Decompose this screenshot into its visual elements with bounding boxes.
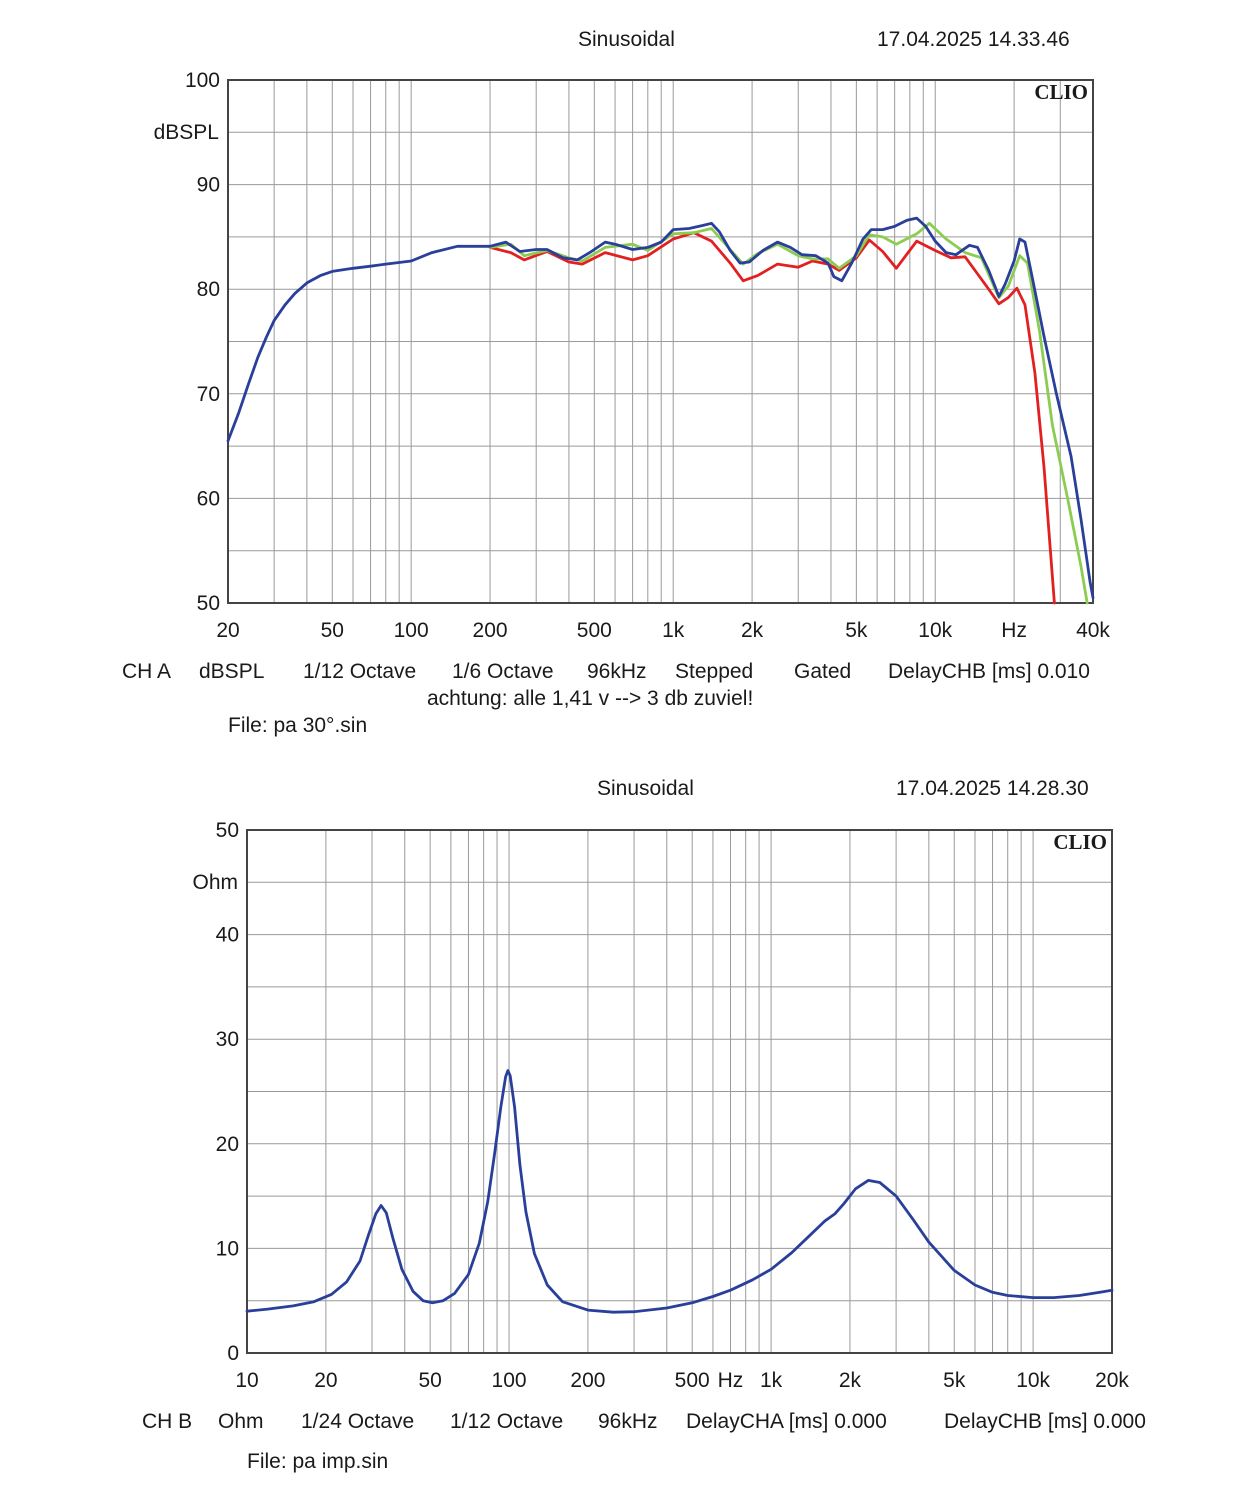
y-tick-label: 100	[185, 69, 220, 92]
y-tick-label: 50	[216, 819, 239, 842]
footer-smoothing-1: 1/24 Octave	[301, 1410, 415, 1433]
footer-unit: dBSPL	[199, 660, 265, 683]
x-tick-label: 40k	[1076, 619, 1110, 642]
series-line-0	[245, 1069, 1114, 1314]
x-tick-label: 20k	[1095, 1369, 1129, 1392]
x-tick-label: 500	[577, 619, 612, 642]
plot-frame	[246, 829, 1113, 1354]
footer-note: achtung: alle 1,41 v --> 3 db zuviel!	[427, 687, 754, 710]
x-tick-label: 100	[394, 619, 429, 642]
y-unit-label: Ohm	[192, 871, 238, 894]
y-tick-label: 90	[197, 174, 220, 197]
x-tick-label: 20	[216, 619, 239, 642]
footer-rate: 96kHz	[598, 1410, 658, 1433]
y-tick-label: 60	[197, 487, 220, 510]
plot-frame	[227, 79, 1094, 604]
x-tick-label: 20	[314, 1369, 337, 1392]
x-tick-label: 2k	[839, 1369, 862, 1392]
y-tick-label: 0	[227, 1342, 239, 1365]
footer-delay-b: DelayCHB [ms] 0.000	[944, 1410, 1146, 1433]
x-tick-label: 2k	[741, 619, 764, 642]
y-tick-label: 20	[216, 1133, 239, 1156]
x-tick-label: 200	[473, 619, 508, 642]
x-tick-label: 10k	[1016, 1369, 1050, 1392]
x-tick-label: Hz	[1001, 619, 1027, 642]
x-tick-label: 100	[492, 1369, 527, 1392]
x-tick-label: 5k	[845, 619, 868, 642]
y-tick-label: 70	[197, 383, 220, 406]
y-tick-label: 40	[216, 924, 239, 947]
footer-mode-2: Gated	[794, 660, 852, 683]
footer-smoothing-1: 1/12 Octave	[303, 660, 417, 683]
footer-mode-1: Stepped	[675, 660, 754, 683]
clio-brand-label: CLIO	[1034, 80, 1088, 104]
footer-channel: CH B	[142, 1410, 193, 1433]
x-tick-label: 50	[321, 619, 344, 642]
y-tick-label: 50	[197, 592, 220, 615]
x-tick-label: 1k	[662, 619, 685, 642]
y-tick-label: 30	[216, 1028, 239, 1051]
footer-file: File: pa 30°.sin	[228, 714, 368, 737]
clio-brand-label: CLIO	[1053, 830, 1107, 854]
footer-delay-b-clip: DelayCHB [ms] 0.000	[944, 1410, 1166, 1436]
chart-mode-label: Sinusoidal	[597, 777, 694, 800]
impedance-chart: 10 20 50 100 200 500 Hz 1k 2k 5k 10k 20k50403020100…	[192, 819, 1129, 1392]
footer-delay: DelayCHB [ms] 0.010	[888, 660, 1090, 683]
x-tick-label: 200	[570, 1369, 605, 1392]
x-tick-label: 5k	[943, 1369, 966, 1392]
x-tick-label: 500	[675, 1369, 710, 1392]
footer-file: File: pa imp.sin	[247, 1450, 389, 1473]
footer-channel: CH A	[122, 660, 172, 683]
frequency-response-chart: 20 50 100 200 500 1k 2k 5k 10k Hz 40k 100 90 80 70 60 50…	[154, 69, 1111, 642]
x-tick-label: 50	[418, 1369, 441, 1392]
x-tick-label: 10	[235, 1369, 258, 1392]
y-tick-label: 80	[197, 278, 220, 301]
chart-timestamp: 17.04.2025 14.33.46	[877, 28, 1070, 51]
y-unit-label: dBSPL	[154, 121, 219, 144]
x-tick-label: 1k	[760, 1369, 783, 1392]
chart-timestamp: 17.04.2025 14.28.30	[896, 777, 1089, 800]
chart-mode-label: Sinusoidal	[578, 28, 675, 51]
series-line-2	[226, 216, 1095, 600]
footer-smoothing-2: 1/6 Octave	[452, 660, 554, 683]
y-tick-label: 10	[216, 1237, 239, 1260]
series-line-1	[488, 221, 1089, 605]
x-tick-label: 10k	[918, 619, 952, 642]
footer-delay-a: DelayCHA [ms] 0.000	[686, 1410, 887, 1433]
series-line-0	[488, 231, 1056, 605]
footer-smoothing-2: 1/12 Octave	[450, 1410, 564, 1433]
x-tick-label: Hz	[718, 1369, 744, 1392]
footer-rate: 96kHz	[587, 660, 647, 683]
footer-unit: Ohm	[218, 1410, 264, 1433]
